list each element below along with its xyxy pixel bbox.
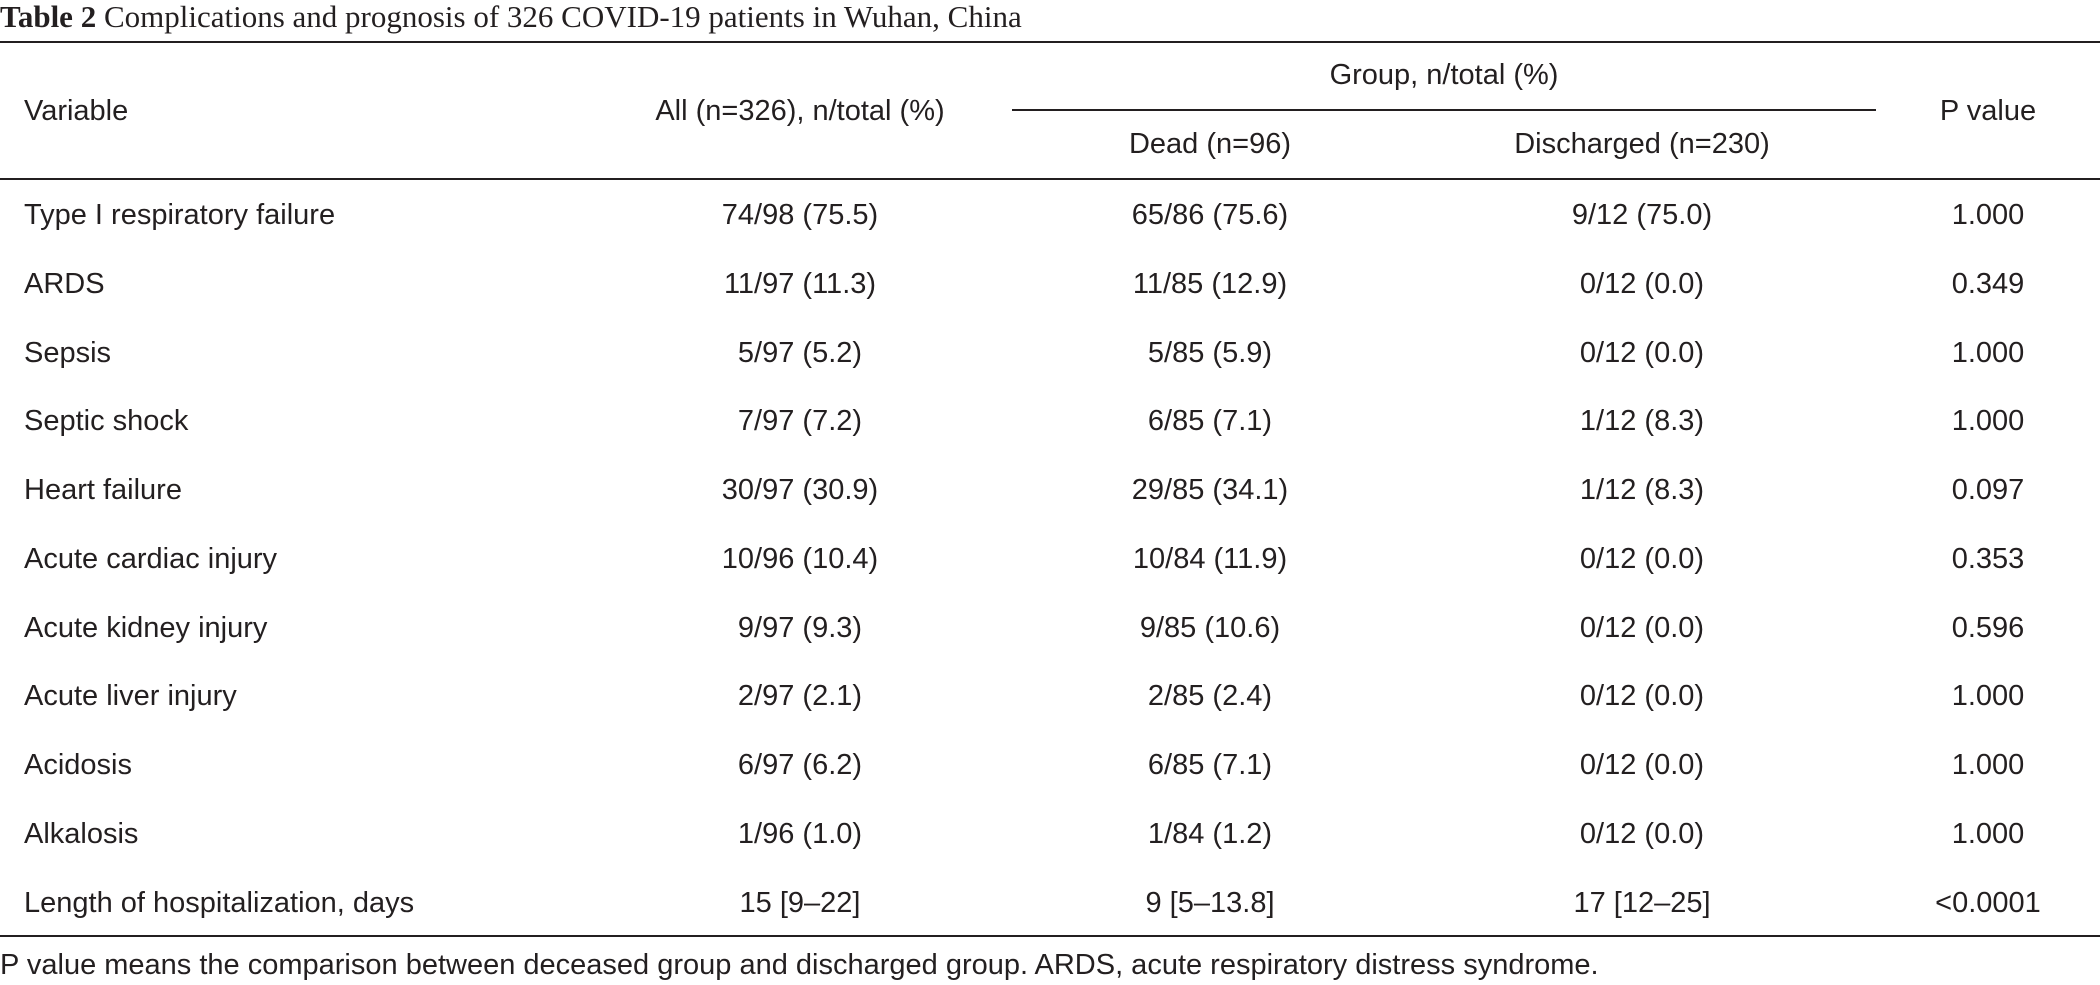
cell-discharged: 0/12 (0.0) [1579, 680, 1705, 712]
cell-p-value: 0.349 [1951, 268, 2025, 300]
cell-discharged: 9/12 (75.0) [1571, 199, 1713, 231]
cell-all: 9/97 (9.3) [737, 612, 863, 644]
cell-dead: 2/85 (2.4) [1147, 680, 1273, 712]
top-rule [0, 41, 2100, 43]
cell-p-value: 1.000 [1951, 749, 2025, 781]
cell-dead: 9/85 (10.6) [1139, 612, 1281, 644]
cell-discharged: 0/12 (0.0) [1579, 268, 1705, 300]
cell-discharged: 17 [12–25] [1573, 887, 1711, 919]
cell-p-value: 1.000 [1951, 337, 2025, 369]
cell-discharged: 0/12 (0.0) [1579, 337, 1705, 369]
table-number: Table 2 [0, 0, 97, 34]
cell-p-value: 0.596 [1951, 612, 2025, 644]
cell-discharged: 1/12 (8.3) [1579, 405, 1705, 437]
cell-dead: 65/86 (75.6) [1131, 199, 1289, 231]
header-discharged: Discharged (n=230) [1514, 128, 1770, 160]
cell-all: 5/97 (5.2) [737, 337, 863, 369]
cell-all: 11/97 (11.3) [723, 268, 877, 300]
cell-dead: 10/84 (11.9) [1132, 543, 1288, 575]
cell-dead: 5/85 (5.9) [1147, 337, 1273, 369]
cell-dead: 29/85 (34.1) [1131, 474, 1289, 506]
cell-variable: Septic shock [24, 405, 189, 437]
header-dead: Dead (n=96) [1128, 128, 1292, 160]
cell-p-value: 1.000 [1951, 818, 2025, 850]
header-all: All (n=326), n/total (%) [655, 95, 945, 127]
cell-p-value: 1.000 [1951, 199, 2025, 231]
cell-all: 74/98 (75.5) [721, 199, 879, 231]
header-group: Group, n/total (%) [1329, 59, 1559, 91]
cell-variable: Heart failure [24, 474, 182, 506]
cell-all: 1/96 (1.0) [737, 818, 863, 850]
cell-discharged: 0/12 (0.0) [1579, 612, 1705, 644]
bottom-rule [0, 935, 2100, 937]
header-p-value: P value [1939, 95, 2037, 127]
cell-p-value: 0.097 [1951, 474, 2025, 506]
cell-all: 10/96 (10.4) [721, 543, 879, 575]
table-title: Complications and prognosis of 326 COVID… [103, 0, 1022, 34]
group-rule [1012, 109, 1876, 111]
cell-all: 7/97 (7.2) [737, 405, 863, 437]
cell-p-value: <0.0001 [1935, 887, 2041, 919]
header-rule [0, 178, 2100, 180]
cell-variable: Length of hospitalization, days [24, 887, 415, 919]
table-footnote: P value means the comparison between dec… [0, 949, 1599, 981]
cell-discharged: 0/12 (0.0) [1579, 818, 1705, 850]
cell-dead: 1/84 (1.2) [1147, 818, 1273, 850]
header-variable: Variable [24, 95, 129, 127]
cell-all: 6/97 (6.2) [737, 749, 863, 781]
table-caption: Table 2 Complications and prognosis of 3… [0, 0, 2100, 40]
cell-variable: Acidosis [24, 749, 132, 781]
cell-variable: Acute liver injury [24, 680, 237, 712]
cell-variable: Sepsis [24, 337, 112, 369]
cell-variable: Type I respiratory failure [24, 199, 336, 231]
cell-dead: 6/85 (7.1) [1147, 405, 1273, 437]
cell-variable: Acute cardiac injury [24, 543, 278, 575]
cell-p-value: 0.353 [1951, 543, 2025, 575]
cell-discharged: 1/12 (8.3) [1579, 474, 1705, 506]
cell-variable: ARDS [24, 268, 105, 300]
cell-dead: 11/85 (12.9) [1132, 268, 1288, 300]
cell-p-value: 1.000 [1951, 680, 2025, 712]
cell-discharged: 0/12 (0.0) [1579, 749, 1705, 781]
cell-variable: Acute kidney injury [24, 612, 268, 644]
cell-variable: Alkalosis [24, 818, 139, 850]
cell-discharged: 0/12 (0.0) [1579, 543, 1705, 575]
cell-all: 2/97 (2.1) [737, 680, 863, 712]
cell-dead: 6/85 (7.1) [1147, 749, 1273, 781]
cell-dead: 9 [5–13.8] [1145, 887, 1275, 919]
cell-all: 15 [9–22] [739, 887, 861, 919]
cell-all: 30/97 (30.9) [721, 474, 879, 506]
cell-p-value: 1.000 [1951, 405, 2025, 437]
